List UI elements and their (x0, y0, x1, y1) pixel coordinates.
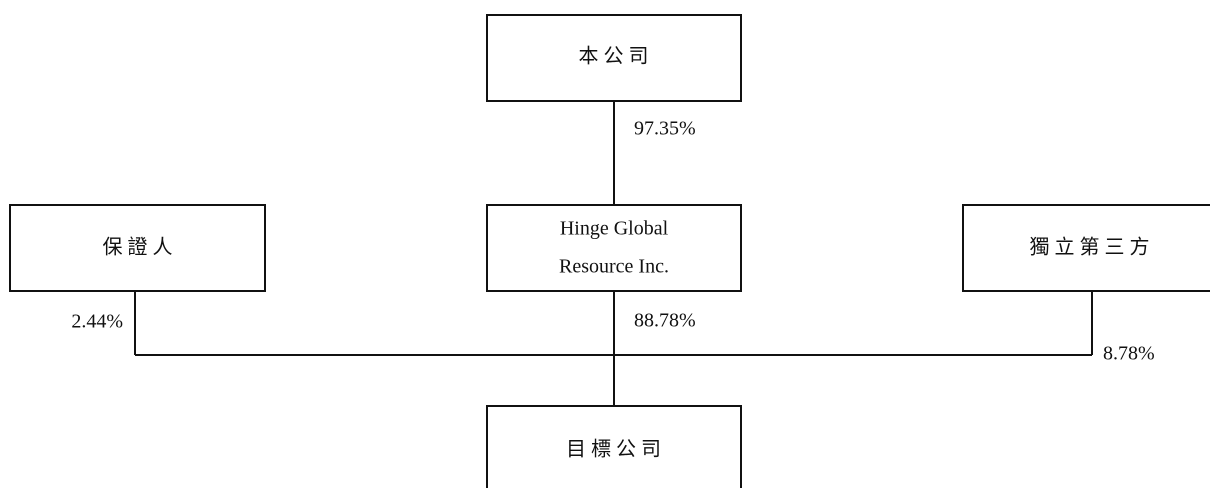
edge-label: 97.35% (634, 118, 696, 140)
edge-label: 2.44% (71, 311, 123, 333)
node-label: 目標公司 (566, 438, 666, 461)
node-label: Resource Inc. (559, 256, 669, 278)
node-box (486, 405, 742, 488)
node-label: 保證人 (103, 236, 178, 259)
edge-label: 8.78% (1103, 343, 1155, 365)
node-box (486, 14, 742, 102)
node-label: 本公司 (579, 45, 654, 68)
node-label: Hinge Global (560, 218, 669, 240)
node-label: 獨立第三方 (1030, 236, 1155, 259)
node-box (962, 204, 1210, 292)
node-box (486, 204, 742, 292)
edge-label: 88.78% (634, 310, 696, 332)
node-box (9, 204, 266, 292)
